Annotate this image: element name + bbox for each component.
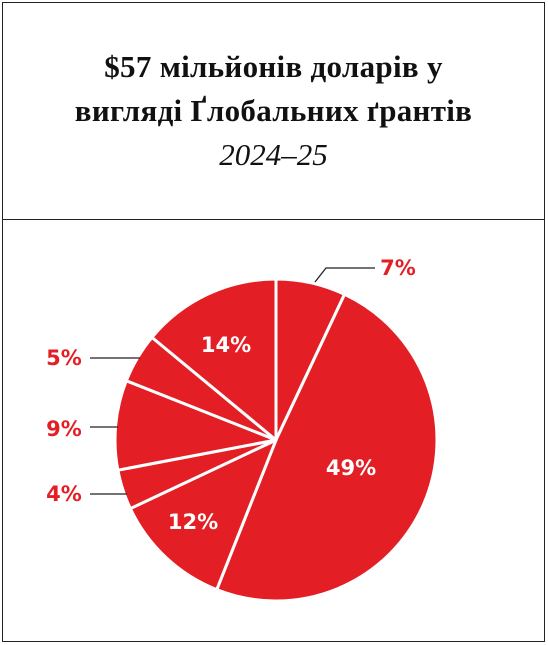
- slice-label-1: 7%: [380, 256, 416, 280]
- leader-lines: [90, 267, 375, 495]
- slice-label-3: 12%: [168, 510, 218, 534]
- slice-label-5: 9%: [46, 417, 82, 441]
- leader-line-1: [314, 267, 375, 283]
- slice-label-2: 49%: [326, 456, 376, 480]
- pie-slice-2: [215, 292, 439, 603]
- pie-slice-5: [113, 379, 278, 472]
- pie-slices: [113, 277, 439, 603]
- slice-label-6: 5%: [46, 346, 82, 370]
- slice-label-4: 4%: [46, 482, 82, 506]
- pie-slice-3: [128, 438, 278, 592]
- slice-label-7: 14%: [201, 333, 251, 357]
- chart-title-years: 2024–25: [219, 137, 328, 172]
- chart-title-line-1: $57 мільйонів доларів у: [104, 49, 443, 84]
- slice-labels: 7% 49% 12% 4% 9% 5% 14%: [46, 256, 416, 534]
- chart-title-line-2: вигляді Ґлобальних ґрантів: [74, 93, 473, 128]
- title-box: $57 мільйонів доларів у вигляді Ґлобальн…: [3, 3, 544, 220]
- pie-slice-7: [150, 277, 278, 442]
